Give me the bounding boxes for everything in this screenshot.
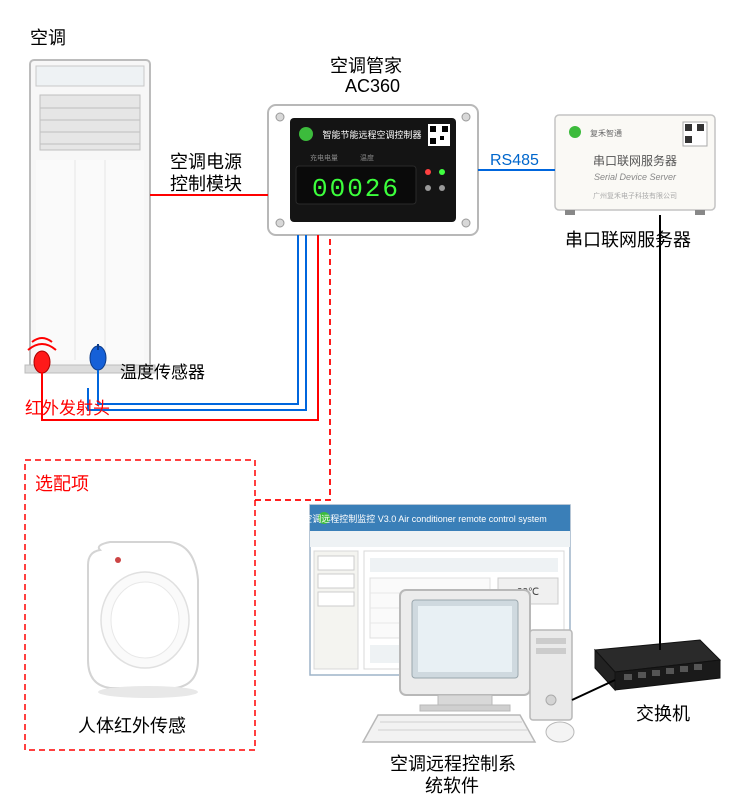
ac-label: 空调 bbox=[30, 24, 66, 50]
switch-device bbox=[595, 640, 720, 690]
optional-label: 选配项 bbox=[35, 470, 89, 496]
svg-text:复禾智通: 复禾智通 bbox=[590, 128, 622, 138]
diagram-canvas: 智能节能远程空调控制器 00026 充电电量 温度 复禾智通 串口联网服务器 S… bbox=[0, 0, 736, 794]
line-ir-emitter bbox=[42, 235, 318, 420]
serial-server-sub: Serial Device Server bbox=[594, 172, 677, 182]
optional-box bbox=[25, 460, 255, 750]
temp-sensor-icon bbox=[90, 344, 106, 388]
svg-text:充电电量: 充电电量 bbox=[310, 153, 338, 162]
controller-title-1: 空调管家 bbox=[330, 52, 402, 78]
serial-server-title: 串口联网服务器 bbox=[593, 153, 677, 168]
ac-unit bbox=[25, 60, 155, 373]
rs485-label: RS485 bbox=[490, 152, 539, 170]
svg-text:广州复禾电子科技有限公司: 广州复禾电子科技有限公司 bbox=[593, 191, 677, 200]
controller-device: 智能节能远程空调控制器 00026 充电电量 温度 bbox=[268, 105, 478, 235]
computer: 空调远程控制监控 V3.0 Air conditioner remote con… bbox=[303, 505, 574, 742]
serial-server-device: 复禾智通 串口联网服务器 Serial Device Server 广州复禾电子… bbox=[555, 115, 715, 215]
serial-server-label: 串口联网服务器 bbox=[565, 226, 691, 252]
controller-panel-text: 智能节能远程空调控制器 bbox=[322, 129, 421, 140]
controller-title-2: AC360 bbox=[345, 76, 400, 97]
svg-text:温度: 温度 bbox=[360, 153, 374, 162]
pir-device bbox=[88, 542, 198, 698]
software-label-2: 统软件 bbox=[425, 772, 479, 798]
temp-sensor-label: 温度传感器 bbox=[120, 358, 205, 383]
line-switch-computer bbox=[572, 680, 615, 700]
pir-label: 人体红外传感 bbox=[78, 712, 186, 738]
line-pir-optional bbox=[255, 235, 330, 500]
controller-display: 00026 bbox=[312, 174, 400, 204]
ir-emitter-icon bbox=[28, 338, 56, 388]
svg-text:空调远程控制监控 V3.0 Air conditioner: 空调远程控制监控 V3.0 Air conditioner remote con… bbox=[303, 513, 547, 524]
svg-text:22℃: 22℃ bbox=[517, 587, 539, 598]
ir-emitter-label: 红外发射头 bbox=[25, 394, 110, 419]
power-module-2: 控制模块 bbox=[170, 170, 242, 196]
line-temp-sensor-2 bbox=[88, 235, 306, 410]
switch-label: 交换机 bbox=[636, 700, 690, 726]
